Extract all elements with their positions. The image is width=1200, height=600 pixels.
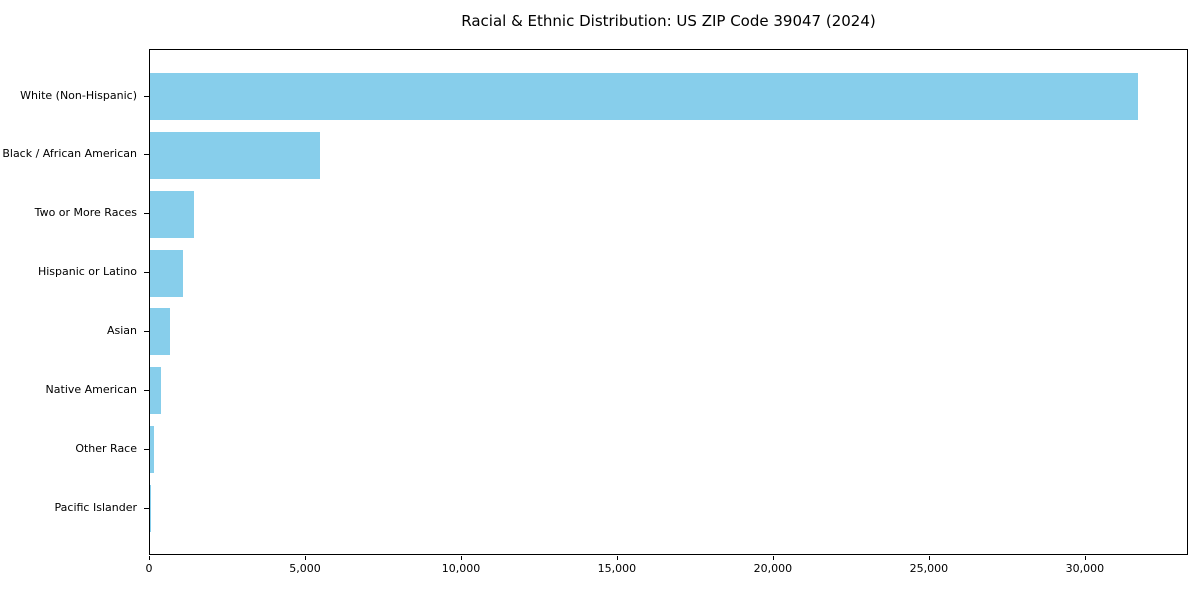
- y-axis-tick: [144, 330, 149, 332]
- y-axis-label: Pacific Islander: [54, 500, 137, 514]
- y-axis-label: Native American: [45, 382, 137, 396]
- bar: [150, 249, 183, 297]
- x-axis-tick: [460, 556, 462, 560]
- y-axis-tick: [144, 95, 149, 97]
- plot-area: [149, 49, 1188, 555]
- bar: [150, 190, 194, 238]
- y-axis-label: Asian: [106, 323, 137, 337]
- y-axis-tick: [144, 448, 149, 450]
- y-axis-label: Two or More Races: [34, 206, 137, 220]
- y-axis-tick: [144, 389, 149, 391]
- y-axis-tick: [144, 154, 149, 156]
- x-axis-label: 10,000: [441, 562, 481, 575]
- y-axis-tick: [144, 213, 149, 215]
- bar: [150, 131, 320, 179]
- x-axis-tick: [304, 556, 306, 560]
- x-axis-tick: [1084, 556, 1086, 560]
- y-axis-label: Black / African American: [2, 147, 137, 161]
- x-axis-label: 30,000: [1065, 562, 1105, 575]
- x-axis-label: 25,000: [909, 562, 949, 575]
- x-axis-tick: [928, 556, 930, 560]
- x-axis-label: 15,000: [597, 562, 637, 575]
- chart-title: Racial & Ethnic Distribution: US ZIP Cod…: [461, 12, 876, 30]
- x-axis-label: 20,000: [753, 562, 793, 575]
- bar: [150, 367, 161, 415]
- x-axis-tick: [616, 556, 618, 560]
- x-axis-label: 5,000: [289, 562, 321, 575]
- x-axis-tick: [772, 556, 774, 560]
- y-axis-label: Other Race: [75, 441, 137, 455]
- bar: [150, 73, 1138, 120]
- x-axis-label: 0: [145, 562, 153, 575]
- y-axis-tick: [144, 507, 149, 509]
- bar: [150, 308, 170, 356]
- y-axis-tick: [144, 272, 149, 274]
- bar: [150, 426, 154, 474]
- y-axis-label: Hispanic or Latino: [37, 265, 137, 279]
- y-axis-label: White (Non-Hispanic): [20, 88, 137, 102]
- x-axis-tick: [149, 556, 150, 560]
